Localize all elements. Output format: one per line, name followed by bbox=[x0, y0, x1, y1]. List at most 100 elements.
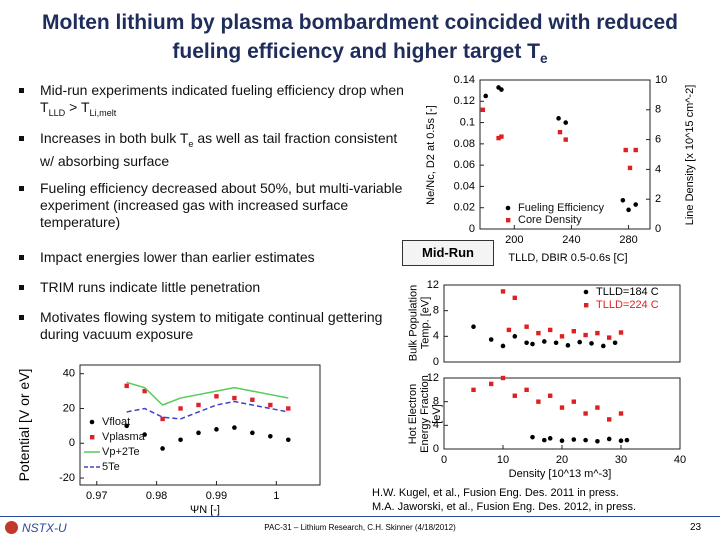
y2-tick-label: 10 bbox=[655, 74, 667, 86]
marker bbox=[606, 436, 612, 442]
marker bbox=[499, 87, 504, 92]
bullet-sub: Li,melt bbox=[89, 107, 117, 118]
marker bbox=[536, 399, 541, 404]
marker bbox=[612, 340, 618, 346]
marker bbox=[196, 402, 201, 408]
marker bbox=[557, 129, 563, 135]
marker bbox=[232, 425, 237, 430]
marker bbox=[512, 295, 517, 301]
y2-tick-label: 4 bbox=[655, 163, 661, 175]
x-tick-label: 0.99 bbox=[206, 490, 227, 502]
marker bbox=[559, 334, 565, 339]
marker bbox=[232, 395, 237, 401]
marker bbox=[142, 388, 147, 394]
marker bbox=[571, 399, 576, 404]
marker bbox=[623, 147, 628, 153]
marker bbox=[565, 343, 571, 348]
y2-axis-label: Line Density [x 10^15 cm^-2] bbox=[684, 84, 696, 226]
legend-label: Vfloat bbox=[102, 416, 130, 428]
marker bbox=[124, 423, 129, 429]
marker bbox=[496, 135, 501, 141]
series-line bbox=[126, 381, 289, 406]
marker bbox=[285, 437, 291, 443]
marker bbox=[595, 405, 600, 410]
marker bbox=[542, 437, 547, 443]
bullet-text: Impact energies lower than earlier estim… bbox=[40, 249, 315, 265]
marker bbox=[524, 324, 529, 329]
marker bbox=[524, 387, 529, 393]
marker bbox=[124, 383, 129, 389]
series-line bbox=[126, 400, 289, 420]
marker bbox=[500, 289, 506, 294]
marker bbox=[559, 438, 565, 444]
marker bbox=[548, 393, 553, 398]
marker bbox=[483, 93, 489, 99]
legend-label: TLLD=224 C bbox=[596, 299, 659, 311]
y-tick-label: 8 bbox=[433, 396, 439, 408]
marker bbox=[268, 434, 273, 439]
marker bbox=[471, 324, 476, 330]
y-tick-label: -20 bbox=[59, 472, 75, 484]
marker bbox=[624, 437, 630, 443]
bullet: Increases in both bulk Te as well as tai… bbox=[19, 130, 410, 170]
y-tick-label: 8 bbox=[433, 305, 439, 317]
y-tick-label: 0 bbox=[433, 356, 439, 368]
x-tick-label: 200 bbox=[505, 234, 523, 246]
marker bbox=[626, 207, 631, 213]
y-tick-label: 4 bbox=[433, 419, 439, 431]
legend-marker bbox=[89, 419, 95, 425]
legend-marker bbox=[90, 435, 95, 440]
marker bbox=[488, 337, 494, 342]
y-tick-label: 20 bbox=[63, 402, 75, 414]
marker bbox=[160, 416, 165, 422]
marker bbox=[556, 116, 561, 121]
bullet-text: as well as tail fraction consistent w/ a… bbox=[40, 130, 398, 169]
marker bbox=[250, 430, 255, 436]
y-tick-label: 0.08 bbox=[454, 138, 475, 150]
legend-label: TLLD=184 C bbox=[596, 286, 659, 298]
marker bbox=[506, 327, 512, 333]
marker bbox=[512, 334, 518, 339]
legend-label: Vplasma bbox=[102, 431, 146, 443]
marker bbox=[589, 341, 594, 346]
marker bbox=[471, 387, 476, 393]
marker bbox=[559, 405, 565, 410]
x-axis-label: TLLD, DBIR 0.5-0.6s [C] bbox=[508, 252, 627, 264]
marker bbox=[607, 335, 612, 340]
x-tick-label: 280 bbox=[619, 234, 637, 246]
marker bbox=[583, 411, 588, 416]
marker bbox=[553, 340, 559, 346]
page-number: 23 bbox=[690, 522, 702, 533]
y-tick-label: 0.04 bbox=[454, 180, 475, 192]
bullet-text: > T bbox=[65, 99, 90, 115]
legend-marker bbox=[505, 205, 511, 211]
marker bbox=[583, 437, 588, 443]
y-tick-label: 0 bbox=[469, 223, 475, 235]
y-axis-label: Potential [V or eV] bbox=[16, 368, 32, 482]
legend-marker bbox=[506, 218, 511, 223]
marker bbox=[547, 436, 553, 441]
bullet-sub: LLD bbox=[48, 107, 66, 118]
marker bbox=[536, 330, 541, 336]
x-tick-label: 0.98 bbox=[146, 490, 167, 502]
marker bbox=[489, 381, 494, 387]
marker bbox=[530, 434, 535, 440]
callout: Mid-Run bbox=[402, 240, 494, 266]
y2-tick-label: 6 bbox=[655, 134, 661, 146]
y-tick-label: 0.12 bbox=[454, 95, 475, 107]
marker bbox=[571, 329, 576, 334]
marker bbox=[563, 137, 568, 142]
marker bbox=[633, 147, 638, 153]
marker bbox=[499, 134, 504, 139]
marker bbox=[595, 439, 600, 444]
bullet-text: Increases in both bulk T bbox=[40, 130, 189, 146]
legend-marker bbox=[583, 289, 589, 295]
x-tick-label: 1 bbox=[273, 490, 279, 502]
y-tick-label: 0.1 bbox=[460, 116, 475, 128]
bullet-sub: e bbox=[188, 138, 194, 149]
x-tick-label: 0 bbox=[441, 454, 447, 466]
marker bbox=[250, 397, 255, 402]
marker bbox=[583, 332, 588, 338]
y-tick-label: 12 bbox=[427, 372, 439, 384]
